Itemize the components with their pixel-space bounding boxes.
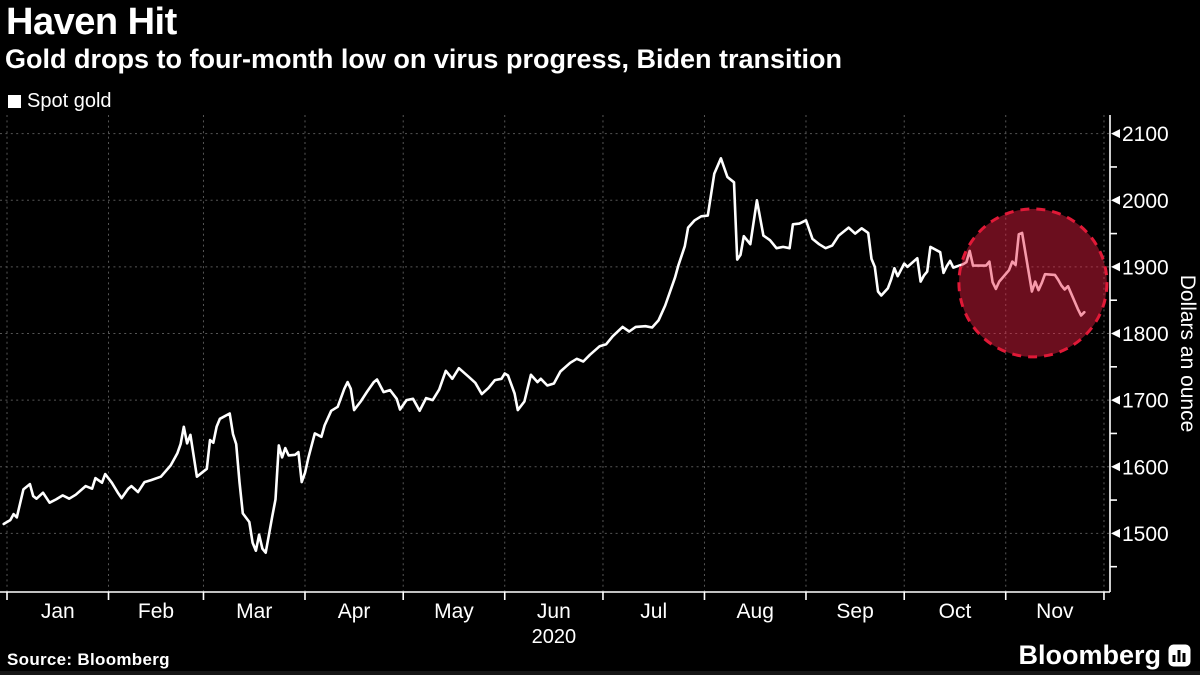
month-label: Aug [737, 600, 774, 623]
month-label: Mar [236, 600, 272, 623]
bloomberg-logo: Bloomberg [1018, 640, 1191, 671]
month-label: Sep [836, 600, 873, 623]
bottom-border [0, 671, 1200, 675]
legend-label: Spot gold [27, 90, 112, 112]
month-label: Jul [640, 600, 667, 623]
month-label: Jan [41, 600, 75, 623]
y-ticks: 1500 1600 1700 1800 1900 2000 2100 [1110, 123, 1169, 568]
price-line [2, 157, 1086, 555]
y-major-tick [1111, 528, 1120, 538]
month-label: Apr [338, 600, 371, 623]
y-tick-label: 1600 [1122, 456, 1169, 479]
y-axis-title: Dollars an ounce [1176, 275, 1199, 433]
y-tick-label: 1700 [1122, 390, 1169, 413]
month-label: Nov [1036, 600, 1074, 623]
month-label: May [434, 600, 474, 623]
y-major-tick [1111, 195, 1120, 205]
y-tick-label: 2100 [1122, 123, 1169, 146]
highlight-circle [957, 207, 1109, 359]
gridlines [0, 115, 1110, 592]
chart-title: Haven Hit [6, 1, 177, 43]
y-major-tick [1111, 329, 1120, 339]
month-label: Jun [537, 600, 571, 623]
y-major-tick [1111, 395, 1120, 405]
bloomberg-wordmark: Bloomberg [1018, 640, 1161, 670]
bloomberg-terminal-icon [1168, 644, 1191, 667]
y-tick-label: 2000 [1122, 190, 1169, 213]
y-tick-label: 1800 [1122, 323, 1169, 346]
y-major-tick [1111, 462, 1120, 472]
x-ticks: Jan Feb Mar Apr May Jun 2020 Jul Aug Sep Oct Nov [6, 592, 1105, 648]
legend: Spot gold [8, 90, 112, 113]
chart-subtitle: Gold drops to four-month low on virus pr… [5, 44, 842, 74]
month-label: Oct [939, 600, 972, 623]
year-label: 2020 [532, 626, 577, 648]
source-credit: Source: Bloomberg [7, 650, 170, 669]
legend-swatch-icon [8, 95, 21, 108]
y-major-tick [1111, 262, 1120, 272]
y-tick-label: 1900 [1122, 256, 1169, 279]
y-tick-label: 1500 [1122, 523, 1169, 546]
month-label: Feb [138, 600, 174, 623]
y-major-tick [1111, 129, 1120, 139]
